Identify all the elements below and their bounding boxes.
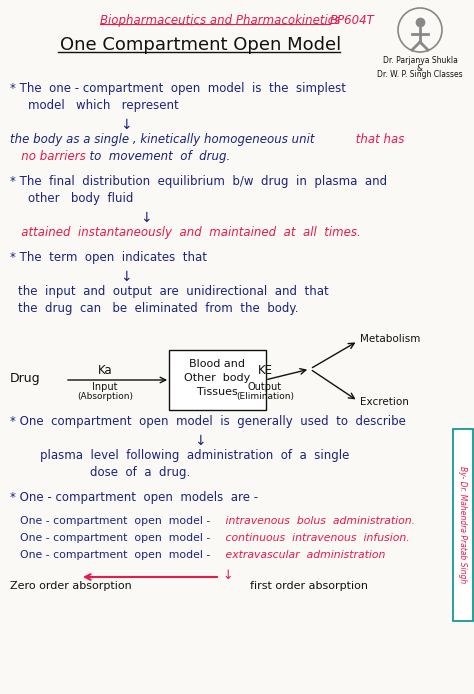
Text: Output: Output: [248, 382, 282, 392]
Text: * The  final  distribution  equilibrium  b/w  drug  in  plasma  and: * The final distribution equilibrium b/w…: [10, 175, 387, 188]
Text: first order absorption: first order absorption: [250, 581, 368, 591]
Text: Drug: Drug: [10, 372, 41, 385]
Text: Metabolism: Metabolism: [360, 334, 420, 344]
FancyBboxPatch shape: [453, 429, 473, 621]
Text: Excretion: Excretion: [360, 397, 409, 407]
Text: the body as a single , kinetically homogeneous unit: the body as a single , kinetically homog…: [10, 133, 315, 146]
Text: (Elimination): (Elimination): [236, 392, 294, 401]
Text: dose  of  a  drug.: dose of a drug.: [90, 466, 190, 479]
Text: One - compartment  open  model -: One - compartment open model -: [20, 550, 210, 560]
Text: &: &: [417, 64, 423, 73]
Text: BP604T: BP604T: [330, 14, 375, 27]
Text: One - compartment  open  model -: One - compartment open model -: [20, 533, 210, 543]
Text: ↓: ↓: [120, 270, 132, 284]
Text: extravascular  administration: extravascular administration: [222, 550, 385, 560]
FancyBboxPatch shape: [169, 350, 266, 410]
Text: attained  instantaneously  and  maintained  at  all  times.: attained instantaneously and maintained …: [10, 226, 361, 239]
Text: other   body  fluid: other body fluid: [28, 192, 133, 205]
Text: Dr. W. P. Singh Classes: Dr. W. P. Singh Classes: [377, 70, 463, 79]
Text: Input: Input: [92, 382, 118, 392]
Text: the  input  and  output  are  unidirectional  and  that: the input and output are unidirectional …: [18, 285, 329, 298]
Text: Other  body: Other body: [184, 373, 251, 383]
Text: KE: KE: [257, 364, 273, 377]
Text: continuous  intravenous  infusion.: continuous intravenous infusion.: [222, 533, 410, 543]
Text: Dr. Parjanya Shukla: Dr. Parjanya Shukla: [383, 56, 457, 65]
Text: Tissues: Tissues: [197, 387, 238, 397]
Text: that has: that has: [352, 133, 404, 146]
Text: Ka: Ka: [98, 364, 112, 377]
Text: the  drug  can   be  eliminated  from  the  body.: the drug can be eliminated from the body…: [18, 302, 299, 315]
Text: * The  one - compartment  open  model  is  the  simplest: * The one - compartment open model is th…: [10, 82, 346, 95]
Text: By- Dr. Mahendra Pratab Singh: By- Dr. Mahendra Pratab Singh: [458, 466, 467, 584]
Text: no barriers: no barriers: [10, 150, 86, 163]
Text: * The  term  open  indicates  that: * The term open indicates that: [10, 251, 207, 264]
Text: (Absorption): (Absorption): [77, 392, 133, 401]
Text: ↓: ↓: [194, 434, 206, 448]
Text: * One  compartment  open  model  is  generally  used  to  describe: * One compartment open model is generall…: [10, 415, 406, 428]
Text: One Compartment Open Model: One Compartment Open Model: [60, 36, 341, 54]
Text: ↓: ↓: [120, 118, 132, 132]
Text: Blood and: Blood and: [190, 359, 246, 369]
Text: Zero order absorption: Zero order absorption: [10, 581, 132, 591]
Text: ↓: ↓: [140, 211, 152, 225]
Text: model   which   represent: model which represent: [28, 99, 179, 112]
Text: to  movement  of  drug.: to movement of drug.: [82, 150, 230, 163]
Text: intravenous  bolus  administration.: intravenous bolus administration.: [222, 516, 415, 526]
Text: plasma  level  following  administration  of  a  single: plasma level following administration of…: [40, 449, 349, 462]
Text: * One - compartment  open  models  are -: * One - compartment open models are -: [10, 491, 258, 504]
Text: Biopharmaceutics and Pharmacokinetics: Biopharmaceutics and Pharmacokinetics: [100, 14, 340, 27]
Text: One - compartment  open  model -: One - compartment open model -: [20, 516, 210, 526]
Text: ↓: ↓: [222, 569, 233, 582]
